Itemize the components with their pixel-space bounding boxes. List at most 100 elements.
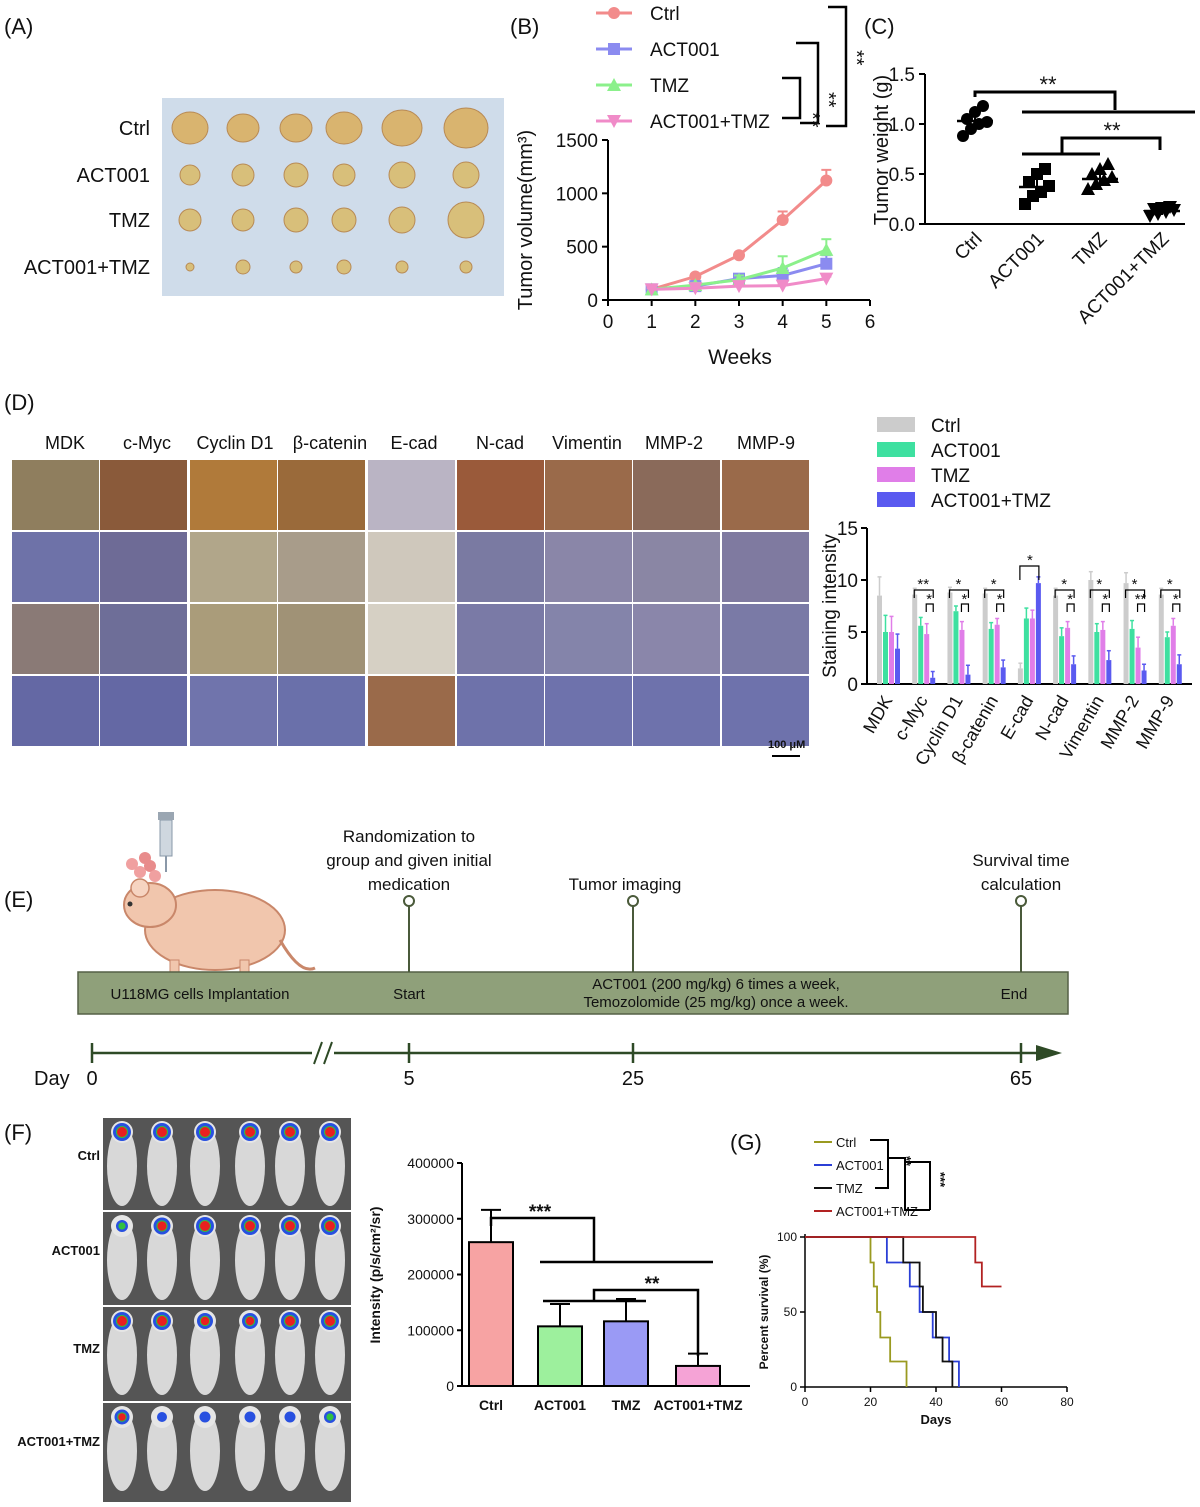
d-sig-bracket <box>1101 603 1110 612</box>
tumor-specimen <box>325 111 363 145</box>
d-ihc-tile <box>278 604 365 674</box>
b-y-axis-label: Tumor volume(mm³) <box>515 130 537 310</box>
b-data-point <box>775 279 790 293</box>
f-signal-core <box>245 1127 255 1137</box>
d-ihc-tile <box>722 604 809 674</box>
f-mouse-body <box>275 1220 305 1300</box>
f-row-label: TMZ <box>73 1341 100 1356</box>
d-sig-mark: * <box>991 576 997 593</box>
f-signal-core <box>118 1413 126 1421</box>
b-data-point <box>688 282 703 296</box>
e-event-text: medication <box>368 875 450 894</box>
f-mouse-body <box>190 1220 220 1300</box>
d-sig-mark: * <box>1102 591 1108 608</box>
d-bar <box>918 625 924 684</box>
panel-b-label: (B) <box>510 14 539 39</box>
d-x-tick-label: E-cad <box>997 692 1038 743</box>
d-ihc-tile <box>100 460 187 530</box>
d-sig-mark: * <box>1132 576 1138 593</box>
d-bar <box>1065 627 1071 684</box>
d-bar <box>982 593 988 684</box>
b-data-point <box>820 257 833 270</box>
b-y-tick-label: 1500 <box>556 131 598 152</box>
d-marker-header: MMP-9 <box>737 433 795 453</box>
b-x-tick-label: 4 <box>777 312 788 333</box>
tumor-specimen <box>171 111 209 145</box>
b-legend-label: ACT001+TMZ <box>650 112 770 133</box>
e-event-text: Randomization to <box>343 827 475 846</box>
b-data-point <box>819 272 834 286</box>
f-sig-bracket <box>592 1288 700 1356</box>
d-bar <box>1088 580 1094 684</box>
d-ihc-tile <box>457 460 544 530</box>
d-ihc-tile <box>12 532 99 602</box>
e-day-axis-arrow <box>1036 1045 1062 1061</box>
g-x-tick-label: 60 <box>995 1395 1009 1409</box>
d-marker-header: E-cad <box>390 433 437 453</box>
panel-e-label: (E) <box>4 887 33 912</box>
c-sig-mark: ** <box>1039 72 1057 97</box>
f-mouse-body <box>235 1126 265 1206</box>
e-bar-start-text: Start <box>393 986 426 1003</box>
f-bar <box>537 1325 583 1388</box>
e-bar-left-text: U118MG cells Implantation <box>111 986 290 1003</box>
tumor-specimen <box>332 163 356 187</box>
panel-g: (G) 0 20 40 60 80 0 50 100 Days Percent survival … <box>730 1130 1074 1427</box>
d-marker-header: Vimentin <box>552 433 622 453</box>
d-ihc-tile <box>190 604 277 674</box>
f-mouse-body <box>107 1411 137 1491</box>
f-signal-core <box>157 1316 167 1326</box>
panel-a-row-label: ACT001 <box>77 165 150 187</box>
f-signal-outer <box>244 1411 256 1423</box>
c-data-point <box>1101 157 1115 170</box>
tumor-specimen <box>452 161 480 189</box>
f-mouse-body <box>235 1411 265 1491</box>
b-x-tick-label: 2 <box>690 312 701 333</box>
d-bar <box>1000 667 1006 684</box>
b-sig-mark: ** <box>817 92 839 108</box>
g-x-tick-label: 20 <box>864 1395 878 1409</box>
e-axis-break <box>323 1041 333 1065</box>
e-day-value: 5 <box>403 1068 414 1090</box>
g-legend-label: ACT001 <box>836 1158 884 1173</box>
f-x-tick-label: ACT001+TMZ <box>653 1397 743 1413</box>
e-bar-end-text: End <box>1001 986 1028 1003</box>
d-ihc-tile <box>457 604 544 674</box>
e-day-value: 25 <box>622 1068 644 1090</box>
d-ihc-tile <box>633 604 720 674</box>
d-legend-swatch <box>877 492 915 507</box>
b-legend-marker <box>607 115 621 128</box>
b-sig-mark: ** <box>801 112 823 128</box>
c-sig-bracket <box>973 90 1117 110</box>
d-bar <box>1176 664 1182 684</box>
d-sig-mark: * <box>962 591 968 608</box>
b-data-point <box>689 270 702 283</box>
f-y-tick-label: 0 <box>446 1378 454 1394</box>
g-sig-mark: ** <box>899 1156 914 1167</box>
d-bar <box>1035 583 1041 684</box>
panel-f-label: (F) <box>4 1120 32 1145</box>
d-ihc-tile <box>722 676 809 746</box>
g-y-tick-label: 50 <box>784 1305 798 1319</box>
d-sig-bracket <box>1172 603 1181 612</box>
d-sig-bracket <box>1019 565 1040 580</box>
d-bar <box>1123 583 1129 684</box>
f-mouse-body <box>190 1411 220 1491</box>
tumor-specimen <box>395 260 409 274</box>
f-y-tick-label: 200000 <box>407 1267 454 1283</box>
e-protocol-bar <box>77 971 1069 1015</box>
f-mouse-body <box>190 1126 220 1206</box>
e-event-text: calculation <box>981 875 1061 894</box>
d-bar <box>1129 628 1135 684</box>
f-mouse-body <box>275 1411 305 1491</box>
f-mouse-body <box>315 1315 345 1395</box>
b-x-tick-label: 6 <box>865 312 876 333</box>
f-bar <box>675 1364 721 1388</box>
d-bar <box>924 634 930 684</box>
d-ihc-tile <box>545 604 632 674</box>
d-ihc-tile <box>722 460 809 530</box>
c-y-axis-label: Tumor weight (g) <box>871 75 893 225</box>
d-ihc-tile <box>100 676 187 746</box>
